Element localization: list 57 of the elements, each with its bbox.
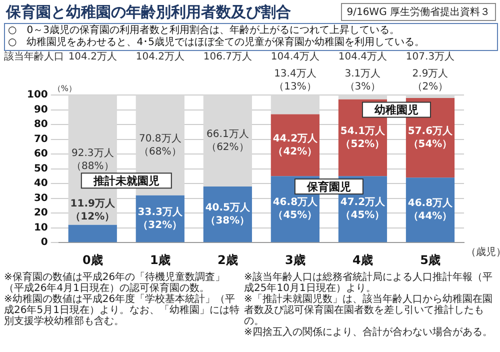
- x-tick-label: 0歳: [82, 252, 103, 267]
- series-label: 幼稚園児: [373, 104, 418, 117]
- bar: [203, 95, 252, 187]
- data-label: 13.4万人（13%）: [274, 68, 316, 93]
- text: ※「推計未就園児数」は、該当年齢人口から幼稚園在園者数及び認可保育園在園者数を差し引いて推計したもの。: [244, 294, 494, 327]
- y-tick-label: 40: [34, 178, 48, 190]
- data-label: 3.1万人（3%）: [344, 68, 381, 93]
- x-tick-label: 4歳: [352, 252, 373, 267]
- data-label: 46.8万人（45%）: [272, 196, 319, 222]
- x-tick-label: 3歳: [285, 252, 306, 267]
- data-label: 70.8万人（68%）: [139, 133, 182, 158]
- y-tick-label: 30: [34, 192, 48, 204]
- y-axis-title: （%）: [52, 84, 76, 94]
- text: 107.3万人: [406, 52, 455, 63]
- x-tick-label: 5歳: [420, 252, 440, 267]
- data-label: 44.2万人（42%）: [272, 132, 319, 158]
- text: ※四捨五入の関係により、合計が合わない場合がある。: [244, 327, 494, 338]
- y-tick-label: 100: [27, 90, 48, 101]
- text: 104.2万人: [68, 52, 117, 63]
- y-tick-label: 60: [34, 148, 48, 160]
- bar: [406, 95, 455, 98]
- data-label: 54.1万人（52%）: [340, 124, 386, 150]
- text: ※幼稚園の数値は平成26年度「学校基本統計」（平成26年5月1日現在）より。なお、「幼稚園」には特別支援学校幼稚部も含む。: [4, 294, 240, 327]
- text: 106.7万人: [203, 52, 252, 63]
- text: 104.4万人: [338, 52, 388, 63]
- y-tick-label: 10: [34, 222, 48, 234]
- y-tick-label: 90: [34, 104, 48, 116]
- data-label: 92.3万人（88%）: [72, 148, 114, 172]
- series-label: 保育園児: [306, 180, 351, 194]
- x-tick-label: 1歳: [150, 252, 170, 267]
- data-label: 57.6万人（54%）: [408, 124, 454, 150]
- y-tick-label: 80: [34, 119, 48, 130]
- data-label: 33.3万人（32%）: [138, 206, 184, 231]
- text: 9/16WG 厚生労働省提出資料３: [340, 3, 496, 21]
- text: 104.2万人: [136, 52, 184, 63]
- data-label: 66.1万人（62%）: [206, 128, 249, 153]
- data-label: 2.9万人（2%）: [412, 68, 448, 93]
- text: 104.4万人: [270, 52, 320, 63]
- y-tick-label: 20: [34, 208, 48, 219]
- bar: [270, 95, 320, 114]
- bar: [68, 224, 117, 242]
- y-tick-label: 70: [34, 134, 48, 145]
- y-tick-label: 50: [34, 163, 48, 174]
- y-tick-label: 0: [40, 237, 48, 248]
- series-label: 推計未就園児: [92, 174, 160, 188]
- data-label: 46.8万人（44%）: [408, 196, 454, 222]
- data-label: 11.9万人（12%）: [70, 197, 116, 222]
- data-label: 47.2万人（45%）: [340, 196, 386, 222]
- bar: [338, 95, 388, 100]
- data-label: 40.5万人（38%）: [205, 201, 252, 226]
- x-axis-title: （歳児）: [466, 246, 500, 258]
- text: 該当年齢人口: [4, 50, 64, 63]
- x-tick-label: 2歳: [217, 252, 238, 267]
- chart-title: 保育園と幼稚園の年齢別利用者数及び割合: [6, 3, 291, 22]
- text: ※保育園の数値は平成26年の「待機児童数調査」（平成26年4月1日現在）の認可保育園の数。: [4, 272, 226, 294]
- text: ※該当年齢人口は総務省統計局による人口推計年報（平成25年10月1日現在）より。: [244, 272, 494, 294]
- chart-subtitle: ○ 0～3歳児の保育園の利用者数と利用割合は、年齢が上がるにつれて上昇している。 ○ 幼稚園児をあわせると、4･5歳児ではほぼ全ての児童が保育園か幼稚園を利用している。: [4, 23, 498, 51]
